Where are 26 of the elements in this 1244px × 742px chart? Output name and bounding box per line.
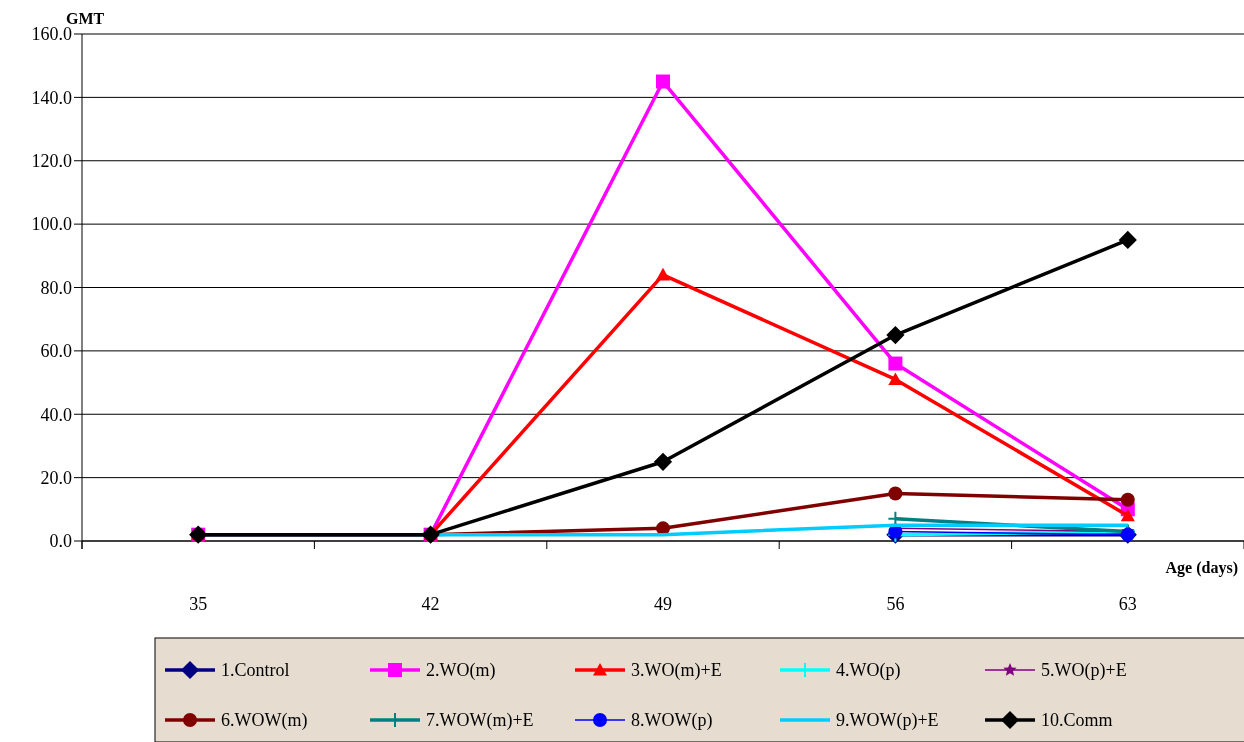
legend-label: 5.WO(p)+E: [1041, 660, 1127, 682]
x-axis-title: Age (days): [1165, 559, 1238, 577]
y-tick-label: 80.0: [40, 277, 72, 298]
legend-label: 3.WO(m)+E: [631, 660, 722, 682]
y-tick-label: 100.0: [31, 214, 72, 235]
x-tick-label: 35: [189, 594, 208, 614]
y-tick-label: 40.0: [40, 404, 72, 425]
legend-label: 6.WOW(m): [221, 710, 308, 732]
legend-label: 10.Comm: [1041, 710, 1113, 731]
legend-label: 9.WOW(p)+E: [836, 710, 939, 732]
y-tick-label: 0.0: [49, 531, 72, 552]
legend-label: 1.Control: [221, 660, 290, 681]
x-tick-label: 49: [654, 594, 672, 614]
y-tick-label: 20.0: [40, 467, 72, 488]
y-axis-title: GMT: [66, 10, 105, 27]
y-tick-label: 160.0: [31, 24, 72, 45]
legend-label: 2.WO(m): [426, 660, 496, 682]
y-tick-label: 120.0: [31, 151, 72, 172]
x-tick-label: 42: [421, 594, 440, 614]
legend-label: 4.WO(p): [836, 660, 901, 682]
legend-label: 8.WOW(p): [631, 710, 713, 732]
x-tick-label: 56: [886, 594, 905, 614]
legend-label: 7.WOW(m)+E: [426, 710, 534, 732]
y-tick-label: 140.0: [31, 87, 72, 108]
x-tick-label: 63: [1118, 594, 1137, 614]
y-tick-label: 60.0: [40, 341, 72, 362]
